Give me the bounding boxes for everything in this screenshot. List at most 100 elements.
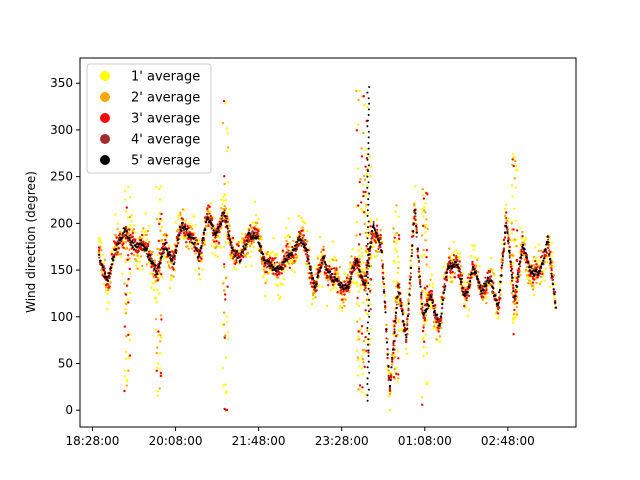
data-point: [103, 267, 106, 270]
data-point: [241, 250, 244, 253]
data-point: [395, 366, 398, 369]
data-point: [215, 240, 218, 243]
data-point: [121, 232, 125, 235]
data-point: [424, 202, 427, 205]
data-point: [422, 248, 425, 252]
data-point: [277, 276, 280, 279]
data-point: [292, 239, 295, 242]
data-point: [171, 259, 174, 262]
data-point: [510, 279, 514, 282]
data-point: [366, 383, 369, 385]
data-point: [250, 242, 253, 245]
data-point: [480, 296, 483, 299]
data-point: [357, 249, 360, 252]
data-point: [517, 268, 521, 271]
data-point: [550, 269, 553, 272]
data-point: [361, 357, 365, 361]
data-point: [447, 262, 450, 265]
data-point: [449, 271, 452, 274]
data-point: [155, 185, 158, 188]
data-point: [366, 119, 369, 122]
data-point: [274, 272, 277, 275]
data-point: [200, 251, 203, 254]
data-point: [367, 142, 370, 144]
data-point: [369, 328, 373, 331]
data-point: [381, 263, 385, 266]
data-point: [424, 231, 427, 234]
data-point: [366, 106, 369, 109]
data-point: [486, 291, 489, 295]
data-point: [510, 267, 514, 271]
data-point: [366, 394, 369, 397]
data-point: [130, 240, 134, 243]
data-point: [124, 240, 128, 244]
data-point: [505, 226, 508, 229]
data-point: [531, 259, 535, 262]
data-point: [225, 212, 229, 215]
data-point: [113, 253, 116, 256]
data-point: [294, 250, 297, 253]
data-point: [505, 203, 508, 206]
x-axis: 18:28:00 20:08:00 21:48:00 23:28:00 01:08:00…: [66, 427, 535, 448]
data-point: [282, 277, 286, 281]
data-point: [368, 265, 371, 268]
data-point: [400, 301, 403, 304]
data-point: [219, 222, 223, 225]
data-point: [501, 259, 504, 262]
data-point: [380, 242, 383, 245]
data-point: [306, 262, 309, 266]
data-point: [158, 187, 161, 191]
data-point: [142, 244, 145, 247]
data-point: [439, 315, 442, 318]
data-point: [496, 312, 500, 315]
data-point: [547, 238, 550, 241]
data-point: [394, 319, 397, 323]
data-point: [361, 348, 365, 352]
data-point: [123, 389, 126, 393]
data-point: [338, 304, 342, 308]
data-point: [461, 286, 464, 289]
data-point: [248, 242, 251, 246]
data-point: [120, 252, 123, 256]
data-point: [525, 256, 528, 259]
data-point: [189, 226, 193, 229]
data-point: [534, 246, 537, 249]
data-point: [224, 199, 228, 202]
data-point: [263, 273, 266, 276]
data-point: [452, 251, 456, 254]
data-point: [511, 195, 514, 198]
data-point: [316, 257, 319, 260]
data-point: [335, 287, 338, 290]
data-point: [501, 255, 504, 258]
data-point: [263, 268, 266, 271]
data-point: [175, 245, 178, 248]
data-point: [126, 258, 129, 261]
data-point: [231, 247, 234, 250]
data-point: [450, 280, 453, 284]
data-point: [549, 250, 552, 254]
data-point: [379, 233, 382, 237]
data-point: [506, 231, 509, 234]
data-point: [367, 254, 370, 257]
data-point: [123, 230, 126, 233]
data-point: [146, 243, 150, 246]
data-point: [222, 311, 226, 314]
y-tick-label: 150: [50, 263, 73, 277]
data-point: [319, 263, 322, 266]
data-point: [254, 213, 258, 217]
data-point: [503, 243, 506, 246]
data-point: [248, 231, 251, 234]
legend-label: 5' average: [131, 154, 200, 169]
data-point: [127, 277, 130, 281]
data-point: [420, 396, 424, 399]
data-point: [422, 215, 425, 218]
data-point: [409, 284, 412, 287]
data-point: [175, 251, 178, 254]
data-point: [159, 367, 162, 370]
data-point: [194, 252, 197, 255]
data-point: [124, 293, 128, 296]
data-point: [528, 279, 531, 282]
data-point: [229, 241, 232, 244]
data-point: [392, 344, 395, 347]
data-point: [361, 255, 364, 258]
